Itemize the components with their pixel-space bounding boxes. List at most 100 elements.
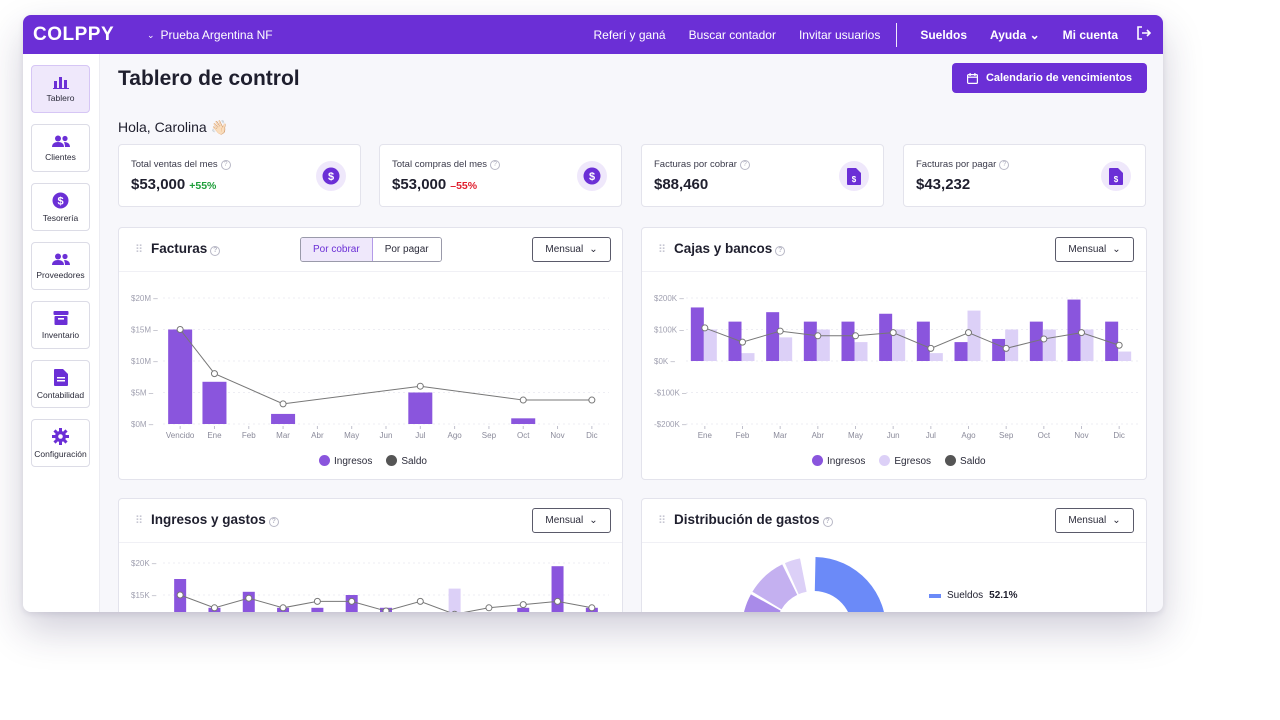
colppy-logo[interactable]: COLPPY: [33, 24, 115, 45]
sidebar-item-tesoreria[interactable]: $ Tesorería: [31, 183, 90, 231]
invoice-icon: $: [1101, 161, 1131, 191]
x-tick-label: Ene: [698, 431, 713, 440]
x-tick-label: Jul: [926, 431, 936, 440]
top-bar: COLPPY ⌄ Prueba Argentina NF Referí y ga…: [23, 15, 1163, 54]
bar-ingresos: [803, 321, 817, 361]
calendar-button-label: Calendario de vencimientos: [985, 72, 1133, 84]
card-title: Cajas y bancos: [674, 241, 773, 256]
y-tick-label: $0K –: [654, 357, 675, 366]
donut-slice: [752, 564, 798, 610]
sidebar-item-proveedores[interactable]: Proveedores: [31, 242, 90, 290]
period-dropdown[interactable]: Mensual ⌄: [1055, 508, 1134, 533]
help-icon[interactable]: ?: [220, 160, 231, 170]
sidebar-item-inventario[interactable]: Inventario: [31, 301, 90, 349]
account-link[interactable]: Mi cuenta: [1062, 27, 1118, 42]
help-icon[interactable]: ?: [775, 246, 786, 256]
sidebar-item-clientes[interactable]: Clientes: [31, 124, 90, 172]
archive-box-icon: [53, 311, 68, 325]
legend-item-egresos[interactable]: Egresos: [879, 455, 931, 467]
help-icon[interactable]: ?: [822, 517, 833, 527]
x-tick-label: Ago: [961, 431, 976, 440]
bar-ingresos: [311, 607, 324, 612]
saldo-point: [927, 344, 935, 352]
saldo-point: [965, 329, 972, 337]
period-dropdown[interactable]: Mensual ⌄: [532, 508, 611, 533]
ingresos-gastos-card: ⠿ Ingresos y gastos? Mensual ⌄ $20K – $15K…: [118, 498, 623, 612]
drag-handle-icon[interactable]: ⠿: [658, 515, 666, 527]
sidebar-item-label: Clientes: [45, 151, 76, 162]
sueldos-link[interactable]: Sueldos: [920, 27, 968, 42]
saldo-point: [416, 382, 424, 390]
legend-item-saldo[interactable]: Saldo: [386, 455, 427, 467]
bar-ingresos: [992, 338, 1006, 361]
saldo-line: [179, 329, 592, 405]
period-dropdown[interactable]: Mensual ⌄: [532, 237, 611, 262]
drag-handle-icon[interactable]: ⠿: [135, 244, 143, 256]
calendar-button[interactable]: Calendario de vencimientos: [952, 63, 1147, 93]
refer-link[interactable]: Referí y ganá: [593, 27, 666, 42]
help-icon[interactable]: ?: [268, 517, 279, 527]
svg-text:$: $: [589, 171, 595, 183]
bar-ingresos: [408, 392, 433, 424]
x-tick-label: Jul: [415, 431, 425, 440]
x-tick-label: Nov: [1074, 431, 1088, 440]
sidebar-item-configuracion[interactable]: Configuración: [31, 419, 90, 467]
users-icon: [51, 135, 70, 147]
help-label: Ayuda: [990, 27, 1027, 42]
help-icon[interactable]: ?: [739, 160, 750, 170]
document-icon: [53, 368, 68, 386]
saldo-point: [416, 597, 424, 605]
saldo-point: [451, 610, 458, 612]
company-name: Prueba Argentina NF: [160, 28, 273, 42]
y-tick-label: $100K –: [654, 326, 684, 335]
saldo-point: [739, 338, 746, 346]
nav-divider: [896, 22, 898, 47]
dropdown-value: Mensual: [1068, 244, 1107, 255]
bar-ingresos: [168, 329, 193, 424]
bar-ingresos: [517, 607, 530, 612]
sidebar-item-tablero[interactable]: Tablero: [31, 65, 90, 113]
y-tick-label: $20M –: [131, 294, 158, 303]
toggle-por-pagar[interactable]: Por pagar: [372, 238, 441, 261]
dropdown-value: Mensual: [545, 244, 584, 255]
chevron-down-icon: ⌄: [589, 244, 598, 255]
help-icon[interactable]: ?: [490, 160, 501, 170]
invite-users-link[interactable]: Invitar usuarios: [798, 27, 881, 42]
kpi-label: Facturas por pagar: [916, 159, 997, 170]
kpi-value: $43,232: [916, 176, 971, 193]
drag-handle-icon[interactable]: ⠿: [135, 515, 143, 527]
bar-ingresos: [271, 413, 296, 424]
legend-item-saldo[interactable]: Saldo: [945, 455, 986, 467]
x-tick-label: Feb: [242, 431, 256, 440]
bar-ingresos: [1105, 321, 1119, 361]
help-icon[interactable]: ?: [210, 246, 221, 256]
help-icon[interactable]: ?: [999, 160, 1010, 170]
bar-ingresos: [551, 566, 564, 612]
drag-handle-icon[interactable]: ⠿: [658, 244, 666, 256]
bar-egresos: [779, 337, 793, 361]
find-accountant-link[interactable]: Buscar contador: [688, 27, 776, 42]
chart-legend: Ingresos Saldo: [319, 455, 427, 467]
toggle-por-cobrar[interactable]: Por cobrar: [301, 238, 373, 261]
logout-icon[interactable]: [1136, 26, 1152, 43]
x-tick-label: May: [848, 431, 863, 440]
saldo-point: [519, 396, 527, 404]
help-menu[interactable]: Ayuda ⌄: [990, 28, 1040, 42]
bar-ingresos: [1067, 299, 1081, 361]
saldo-line: [704, 327, 1120, 349]
bar-egresos: [854, 342, 868, 361]
top-nav: Referí y ganá Buscar contador Invitar us…: [571, 15, 1152, 54]
facturas-toggle: Por cobrar Por pagar: [300, 237, 442, 262]
donut-legend-item[interactable]: Sueldos 52.1%: [929, 590, 1018, 601]
period-dropdown[interactable]: Mensual ⌄: [1055, 237, 1134, 262]
x-tick-label: Feb: [736, 431, 750, 440]
sidebar-item-label: Inventario: [41, 330, 80, 340]
chevron-down-icon: ⌄: [1112, 515, 1121, 526]
greeting: Hola, Carolina 👋🏻: [118, 119, 229, 135]
company-selector[interactable]: ⌄ Prueba Argentina NF: [147, 28, 273, 42]
sidebar-item-contabilidad[interactable]: Contabilidad: [31, 360, 90, 408]
legend-item-ingresos[interactable]: Ingresos: [319, 455, 372, 467]
x-tick-label: Sep: [482, 431, 497, 440]
legend-item-ingresos[interactable]: Ingresos: [812, 455, 865, 467]
kpi-value: $88,460: [654, 176, 709, 193]
